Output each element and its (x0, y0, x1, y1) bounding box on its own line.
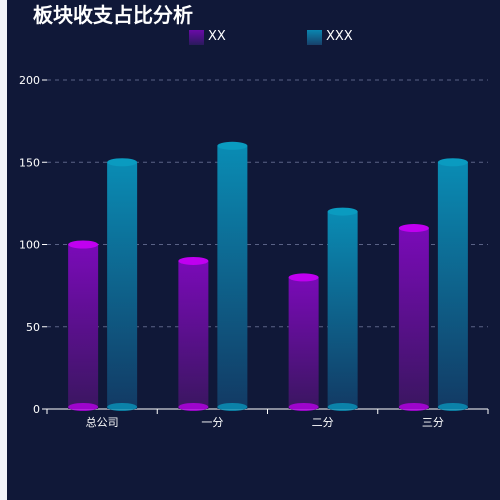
legend-item-xx[interactable]: XX (189, 27, 226, 47)
bar-top-cap (68, 240, 99, 249)
bar-xxx[interactable] (437, 162, 468, 409)
bar-top-cap (178, 256, 209, 265)
bar-xx[interactable] (288, 277, 319, 409)
bar-top-cap (327, 207, 358, 216)
y-tick-label: 0 (33, 403, 40, 416)
bar-xxx[interactable] (327, 211, 358, 409)
bar-base-cap (107, 403, 138, 411)
y-tick-label: 200 (19, 74, 40, 87)
x-tick-label: 三分 (422, 416, 444, 429)
chart-panel: 板块收支占比分析 XX XXX 0 50 100 150 200 总公司 一分 二分 三分 (7, 0, 500, 500)
bar-base-cap (217, 403, 248, 411)
bar-top-cap (217, 141, 248, 150)
legend-swatch-xxx (307, 29, 322, 45)
bar-base-cap (288, 403, 319, 411)
legend-label-xxx: XXX (326, 29, 353, 44)
legend: XX XXX (7, 27, 500, 47)
bar-base-cap (178, 403, 209, 411)
legend-swatch-xx (189, 29, 204, 45)
bar-base-cap (437, 403, 468, 411)
bar-top-cap (398, 224, 429, 233)
bar-base-cap (327, 403, 358, 411)
bar-xx[interactable] (178, 260, 209, 409)
legend-item-xxx[interactable]: XXX (307, 27, 353, 47)
x-tick-label: 总公司 (86, 415, 119, 429)
bar-xxx[interactable] (107, 162, 138, 409)
bar-base-cap (398, 403, 429, 411)
y-tick-label: 100 (19, 239, 40, 252)
x-tick-label: 二分 (312, 416, 334, 429)
bar-xx[interactable] (398, 228, 429, 409)
bar-chart: 0 50 100 150 200 总公司 一分 二分 三分 (19, 74, 489, 429)
bar-top-cap (107, 158, 138, 167)
chart-title: 板块收支占比分析 (33, 3, 193, 27)
bar-top-cap (288, 273, 319, 282)
legend-label-xx: XX (208, 29, 226, 44)
bar-xx[interactable] (68, 244, 99, 410)
bar-top-cap (437, 158, 468, 167)
x-tick-label: 一分 (201, 416, 223, 429)
y-tick-label: 150 (19, 156, 40, 169)
bar-xxx[interactable] (217, 145, 248, 410)
bar-base-cap (68, 403, 99, 411)
y-tick-label: 50 (26, 321, 40, 334)
